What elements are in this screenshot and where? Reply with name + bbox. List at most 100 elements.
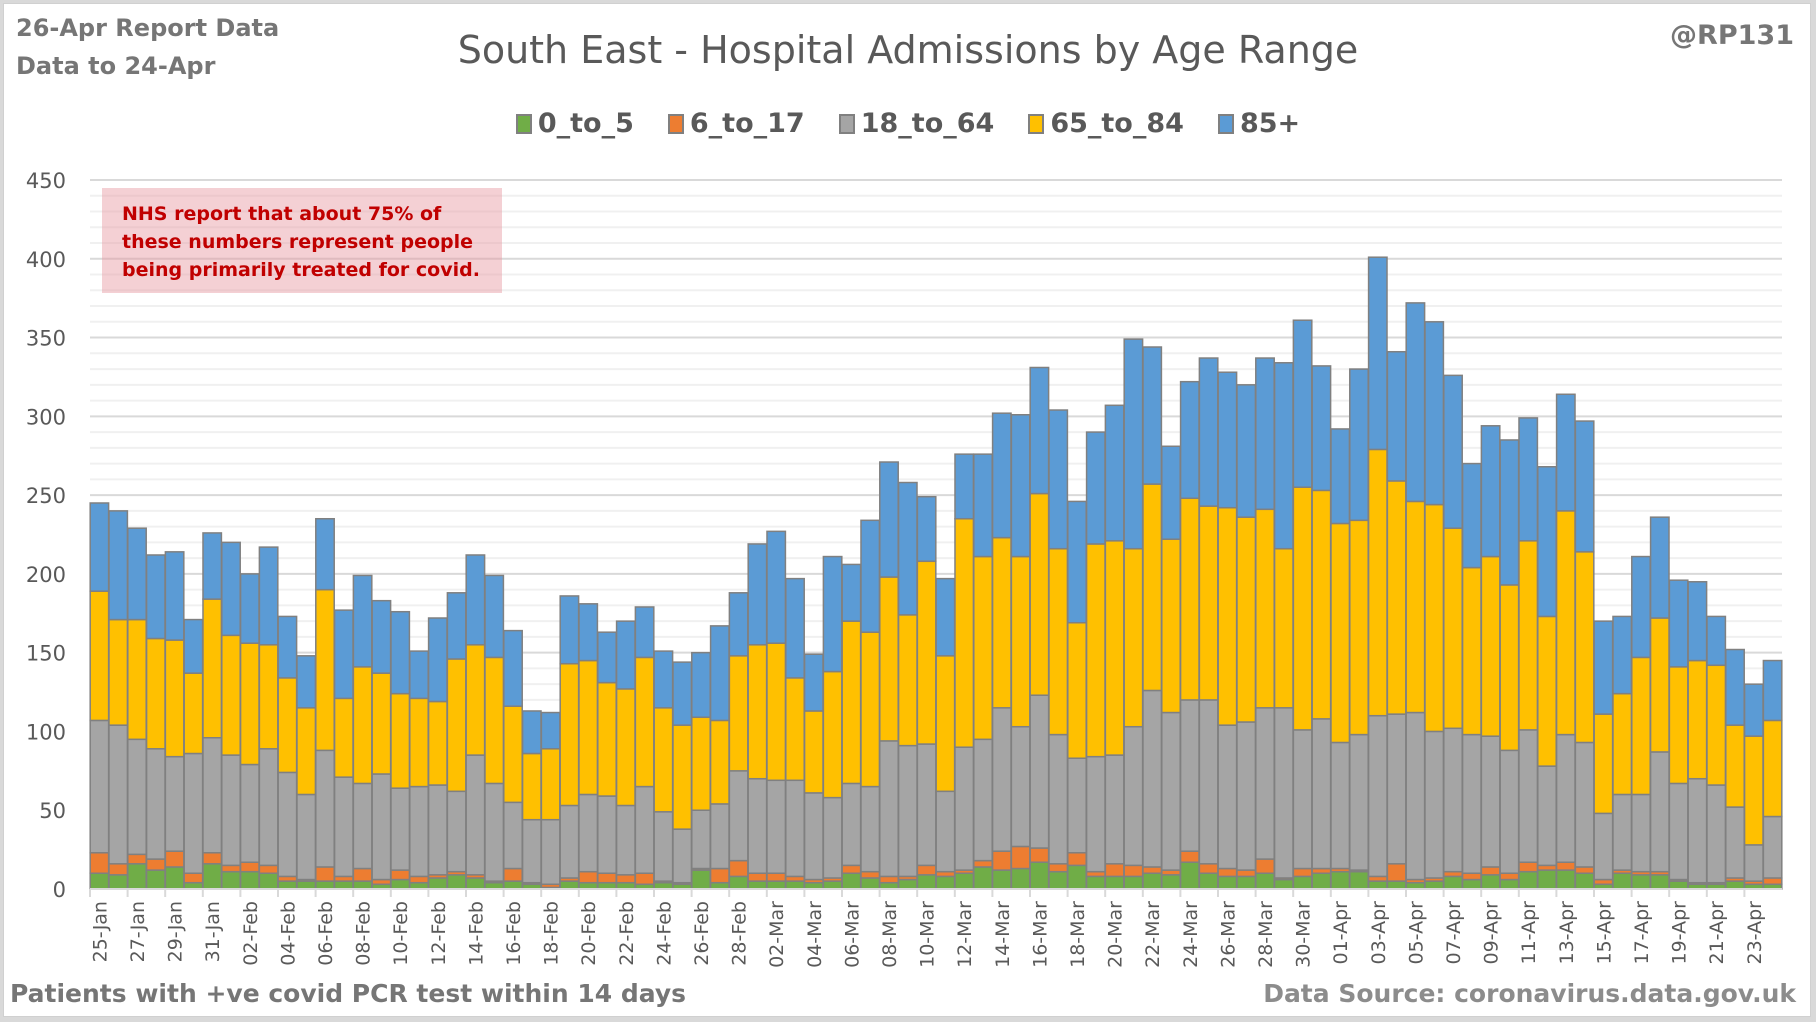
legend: 0_to_5 6_to_17 18_to_64 65_to_84 85+ [0,108,1816,139]
legend-item-65-to-84: 65_to_84 [1028,108,1184,139]
x-tick-label: 06-Mar [841,901,863,968]
bar-85--22-Feb [615,620,636,690]
bar-18-to-64-06-Feb [315,749,335,868]
bar-6-to-17-27-Mar [1236,869,1257,878]
bar-65-to-84-18-Feb [540,748,561,821]
chart-title: South East - Hospital Admissions by Age … [457,28,1359,72]
bar-0-to-5-06-Feb [315,880,335,890]
bar-85--19-Feb [559,595,580,665]
x-tick-label: 13-Apr [1556,901,1578,965]
bar-0-to-5-02-Mar [766,880,787,890]
bar-stack-08-Apr [1461,462,1482,890]
y-tick-label: 50 [39,799,66,823]
bar-18-to-64-26-Feb [691,809,711,870]
bar-stack-29-Mar [1273,362,1294,890]
bar-65-to-84-15-Feb [484,656,505,785]
bar-85--01-Apr [1330,428,1351,525]
bar-0-to-5-14-Mar [991,869,1012,890]
bar-85--05-Feb [296,655,317,709]
y-tick-label: 100 [26,720,66,744]
bar-18-to-64-16-Apr [1612,793,1633,871]
bar-65-to-84-09-Feb [371,672,392,775]
x-tick-label: 16-Mar [1029,901,1051,968]
bar-stack-11-Feb [409,650,429,890]
bar-65-to-84-09-Apr [1480,555,1501,737]
bar-65-to-84-29-Mar [1273,547,1294,709]
bar-18-to-64-02-Feb [239,763,260,863]
bar-18-to-64-07-Feb [333,776,354,878]
bar-85--17-Apr [1631,555,1651,659]
x-tick-label: 20-Feb [578,901,600,966]
bar-18-to-64-22-Feb [615,804,636,876]
bar-18-to-64-06-Mar [841,782,862,867]
bar-18-to-64-13-Apr [1555,733,1576,863]
bar-stack-06-Mar [841,563,862,890]
bar-6-to-17-27-Feb [709,867,730,884]
bar-stack-18-Apr [1649,516,1670,890]
x-tick-label: 06-Feb [315,901,337,966]
bar-85--06-Apr [1424,321,1445,506]
bar-18-to-64-13-Feb [446,790,467,873]
bar-6-to-17-24-Mar [1179,850,1200,863]
bar-stack-02-Mar [766,530,787,890]
bar-stack-30-Jan [183,618,204,890]
x-tick-label: 04-Feb [277,901,299,966]
footer-note: Patients with +ve covid PCR test within … [10,979,687,1008]
bar-18-to-64-24-Feb [653,811,674,882]
bar-stack-06-Apr [1424,321,1445,890]
bar-18-to-64-25-Mar [1198,699,1219,865]
bar-18-to-64-04-Feb [277,771,298,878]
bar-65-to-84-23-Mar [1161,538,1181,714]
bar-stack-16-Feb [503,629,523,890]
bar-stack-10-Mar [916,495,937,890]
bar-0-to-5-17-Apr [1631,874,1651,890]
bar-stack-23-Apr [1743,683,1764,890]
bar-18-to-64-23-Apr [1743,844,1764,882]
bar-85--26-Feb [691,651,711,719]
bar-85--28-Mar [1255,357,1275,511]
bar-0-to-5-14-Feb [465,877,486,890]
bar-65-to-84-08-Apr [1461,566,1482,736]
bar-65-to-84-17-Apr [1631,656,1651,796]
bar-85--18-Feb [540,711,561,750]
bar-65-to-84-05-Apr [1405,500,1426,714]
bar-stack-20-Apr [1687,581,1708,890]
bar-65-to-84-27-Feb [709,719,730,805]
bar-0-to-5-09-Apr [1480,874,1501,890]
bar-65-to-84-03-Apr [1367,448,1388,717]
bar-18-to-64-14-Apr [1574,741,1595,868]
x-tick-label: 21-Apr [1706,901,1728,965]
x-tick-label: 08-Mar [879,901,901,968]
bar-65-to-84-22-Feb [615,688,636,807]
bar-0-to-5-18-Mar [1067,864,1087,890]
bar-stack-01-Apr [1330,428,1351,890]
bar-stack-05-Feb [296,655,317,890]
bar-65-to-84-27-Mar [1236,516,1257,723]
bar-stack-09-Mar [897,481,918,890]
bar-6-to-17-09-Apr [1480,866,1501,876]
bar-65-to-84-16-Apr [1612,692,1633,796]
bar-85--10-Mar [916,495,937,563]
bar-0-to-5-14-Apr [1574,872,1595,890]
bar-0-to-5-16-Apr [1612,872,1633,890]
bar-18-to-64-27-Jan [127,738,147,856]
bar-stack-27-Mar [1236,384,1257,890]
bar-85--07-Feb [333,609,354,700]
bar-65-to-84-13-Feb [446,658,467,793]
bar-65-to-84-30-Jan [183,672,204,755]
bar-stack-11-Mar [935,577,956,890]
annotation-note: NHS report that about 75% of these numbe… [102,188,502,293]
bar-0-to-5-19-Mar [1085,875,1106,890]
legend-item-18-to-64: 18_to_64 [838,108,994,139]
bar-0-to-5-28-Feb [728,875,749,890]
x-tick-label: 26-Feb [691,901,713,966]
bar-65-to-84-11-Feb [409,697,429,788]
bar-stack-27-Feb [709,625,730,890]
x-tick-label: 22-Feb [616,901,638,966]
bar-stack-09-Feb [371,599,392,890]
bar-6-to-17-24-Apr [1762,877,1783,886]
bar-stack-12-Mar [954,453,975,890]
y-tick-label: 250 [26,484,66,508]
data-to-label: Data to 24-Apr [16,52,216,80]
bar-85--20-Apr [1687,581,1708,662]
